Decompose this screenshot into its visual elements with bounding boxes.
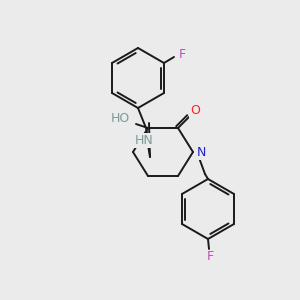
Text: F: F bbox=[178, 47, 185, 61]
Text: HN: HN bbox=[135, 134, 153, 146]
Text: HO: HO bbox=[110, 112, 130, 124]
Text: N: N bbox=[196, 146, 206, 158]
Text: F: F bbox=[206, 250, 214, 263]
Text: O: O bbox=[190, 104, 200, 118]
